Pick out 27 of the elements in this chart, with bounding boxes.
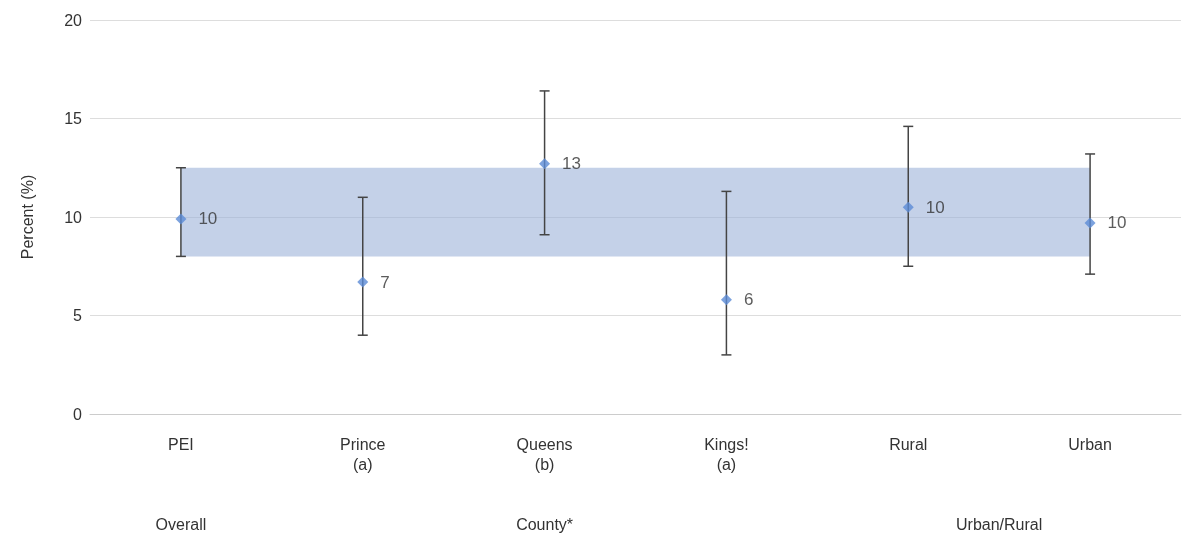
data-label: 10 [925, 197, 945, 217]
text: County* [516, 515, 574, 533]
y-tick-label: 20 [64, 11, 83, 29]
x-tick-label: Queens (b) [516, 435, 573, 473]
data-label: 6 [743, 290, 754, 310]
point [1084, 217, 1096, 229]
x-tick-label: Urban [1068, 435, 1112, 453]
point [357, 276, 369, 288]
data-label: 13 [562, 154, 582, 174]
y-axis-title: Percent (%) [18, 174, 36, 260]
y-tick-label: 15 [64, 110, 83, 127]
text: Overall [155, 515, 207, 533]
point [175, 213, 187, 225]
x-tick-label: Prince (a) [340, 435, 386, 473]
x-tick-label: Rural [889, 435, 928, 453]
x-tick-label: Kings! (a) [704, 435, 749, 473]
y-tick-label: 5 [73, 307, 83, 324]
x-tick-label: PEI [168, 435, 194, 453]
y-tick-label: 0 [73, 405, 83, 423]
data-label: 10 [198, 209, 218, 229]
point [902, 201, 914, 213]
data-label: 7 [380, 272, 390, 292]
data-label: 10 [1107, 213, 1127, 233]
point [720, 294, 732, 306]
y-tick-label: 10 [64, 208, 83, 226]
point [539, 158, 551, 170]
text: Urban/Rural [956, 515, 1043, 533]
